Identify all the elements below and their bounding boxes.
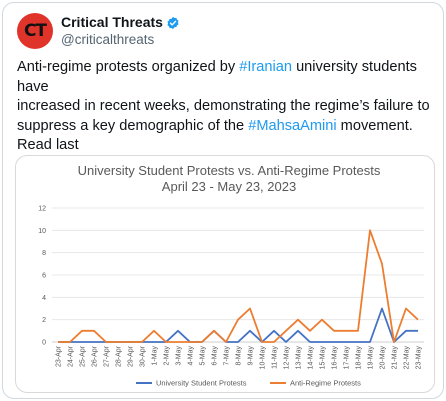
x-tick-label: 9-May — [248, 346, 255, 366]
x-tick-label: 28-Apr — [116, 345, 123, 367]
y-tick-label: 2 — [42, 317, 46, 324]
x-tick-label: 23-Apr — [56, 345, 63, 367]
tweet-text-segment: increased in recent weeks, demonstrating… — [17, 98, 430, 114]
y-tick-label: 8 — [42, 250, 46, 257]
line-chart: University Student Protests vs. Anti-Reg… — [38, 163, 424, 388]
chart-title: University Student Protests vs. Anti-Reg… — [78, 163, 381, 178]
legend-label: Anti-Regime Protests — [290, 379, 361, 388]
x-tick-label: 24-Apr — [68, 345, 75, 367]
x-tick-label: 16-May — [332, 346, 339, 370]
chart-grid — [52, 207, 424, 343]
chart-legend: University Student Protests Anti-Regime P… — [136, 379, 361, 388]
x-tick-label: 25-Apr — [80, 345, 87, 367]
x-tick-label: 14-May — [308, 346, 315, 370]
tweet-header: CT Critical Threats @criticalthreats — [17, 11, 180, 51]
display-name-row: Critical Threats — [61, 14, 180, 31]
y-axis-ticks: 0 2 4 6 8 10 12 — [38, 206, 46, 347]
x-tick-label: 19-May — [368, 346, 375, 370]
x-tick-label: 5-May — [200, 346, 207, 366]
x-tick-label: 15-May — [320, 346, 327, 370]
x-tick-label: 4-May — [188, 346, 195, 366]
x-tick-label: 10-May — [260, 346, 267, 370]
y-tick-label: 0 — [42, 340, 46, 347]
x-tick-label: 21-May — [392, 346, 399, 370]
x-tick-label: 7-May — [224, 346, 231, 366]
tweet-text-segment: university students have — [17, 59, 417, 95]
x-tick-label: 11-May — [272, 346, 279, 369]
tweet-text-line: increased in recent weeks, demonstrating… — [17, 97, 437, 117]
series-line-0 — [58, 307, 418, 343]
x-tick-label: 23-May — [416, 346, 423, 370]
tweet-link[interactable]: #Iranian — [239, 59, 293, 75]
author-names: Critical Threats @criticalthreats — [61, 14, 180, 48]
x-tick-label: 3-May — [176, 346, 183, 366]
avatar-logo-text: CT — [23, 21, 47, 41]
tweet-text-line: suppress a key demographic of the #Mahsa… — [17, 117, 437, 156]
x-tick-label: 12-May — [284, 346, 291, 370]
series-line-1 — [58, 229, 419, 343]
display-name[interactable]: Critical Threats — [61, 14, 163, 30]
x-tick-label: 26-Apr — [92, 345, 99, 367]
y-tick-label: 4 — [42, 295, 46, 302]
y-tick-label: 12 — [38, 206, 46, 213]
x-tick-label: 30-Apr — [140, 345, 147, 367]
x-tick-label: 1-May — [152, 346, 159, 366]
x-tick-label: 8-May — [236, 346, 243, 366]
y-tick-label: 6 — [42, 273, 46, 280]
tweet-link[interactable]: #MahsaAmini — [248, 117, 337, 134]
x-tick-label: 22-May — [404, 346, 411, 370]
y-tick-label: 10 — [38, 228, 46, 235]
x-tick-label: 20-May — [380, 346, 387, 370]
avatar[interactable]: CT — [17, 13, 53, 49]
x-tick-label: 13-May — [296, 346, 303, 370]
x-tick-label: 29-Apr — [128, 345, 135, 367]
legend-label: University Student Protests — [156, 379, 247, 388]
tweet-text-segment: Anti-regime protests organized by — [17, 59, 240, 75]
verified-badge-icon — [167, 16, 179, 29]
chart-image[interactable]: University Student Protests vs. Anti-Reg… — [15, 155, 435, 393]
x-axis-ticks: 23-Apr 24-Apr 25-Apr 26-Apr 27-Apr 28-Apr 29-A… — [56, 345, 423, 369]
chart-series — [58, 229, 419, 343]
tweet-text-line: Anti-regime protests organized by #Irani… — [17, 58, 437, 97]
x-tick-label: 2-May — [164, 346, 171, 366]
tweet-text-segment: suppress a key demographic of the — [17, 117, 249, 134]
x-tick-label: 6-May — [212, 346, 219, 366]
tweet-text-segment: movement. Read last — [17, 117, 413, 154]
handle[interactable]: @criticalthreats — [61, 32, 155, 47]
x-tick-label: 27-Apr — [104, 345, 111, 367]
x-tick-label: 17-May — [344, 346, 351, 370]
chart-subtitle: April 23 - May 23, 2023 — [162, 179, 296, 194]
x-tick-label: 18-May — [356, 346, 363, 370]
